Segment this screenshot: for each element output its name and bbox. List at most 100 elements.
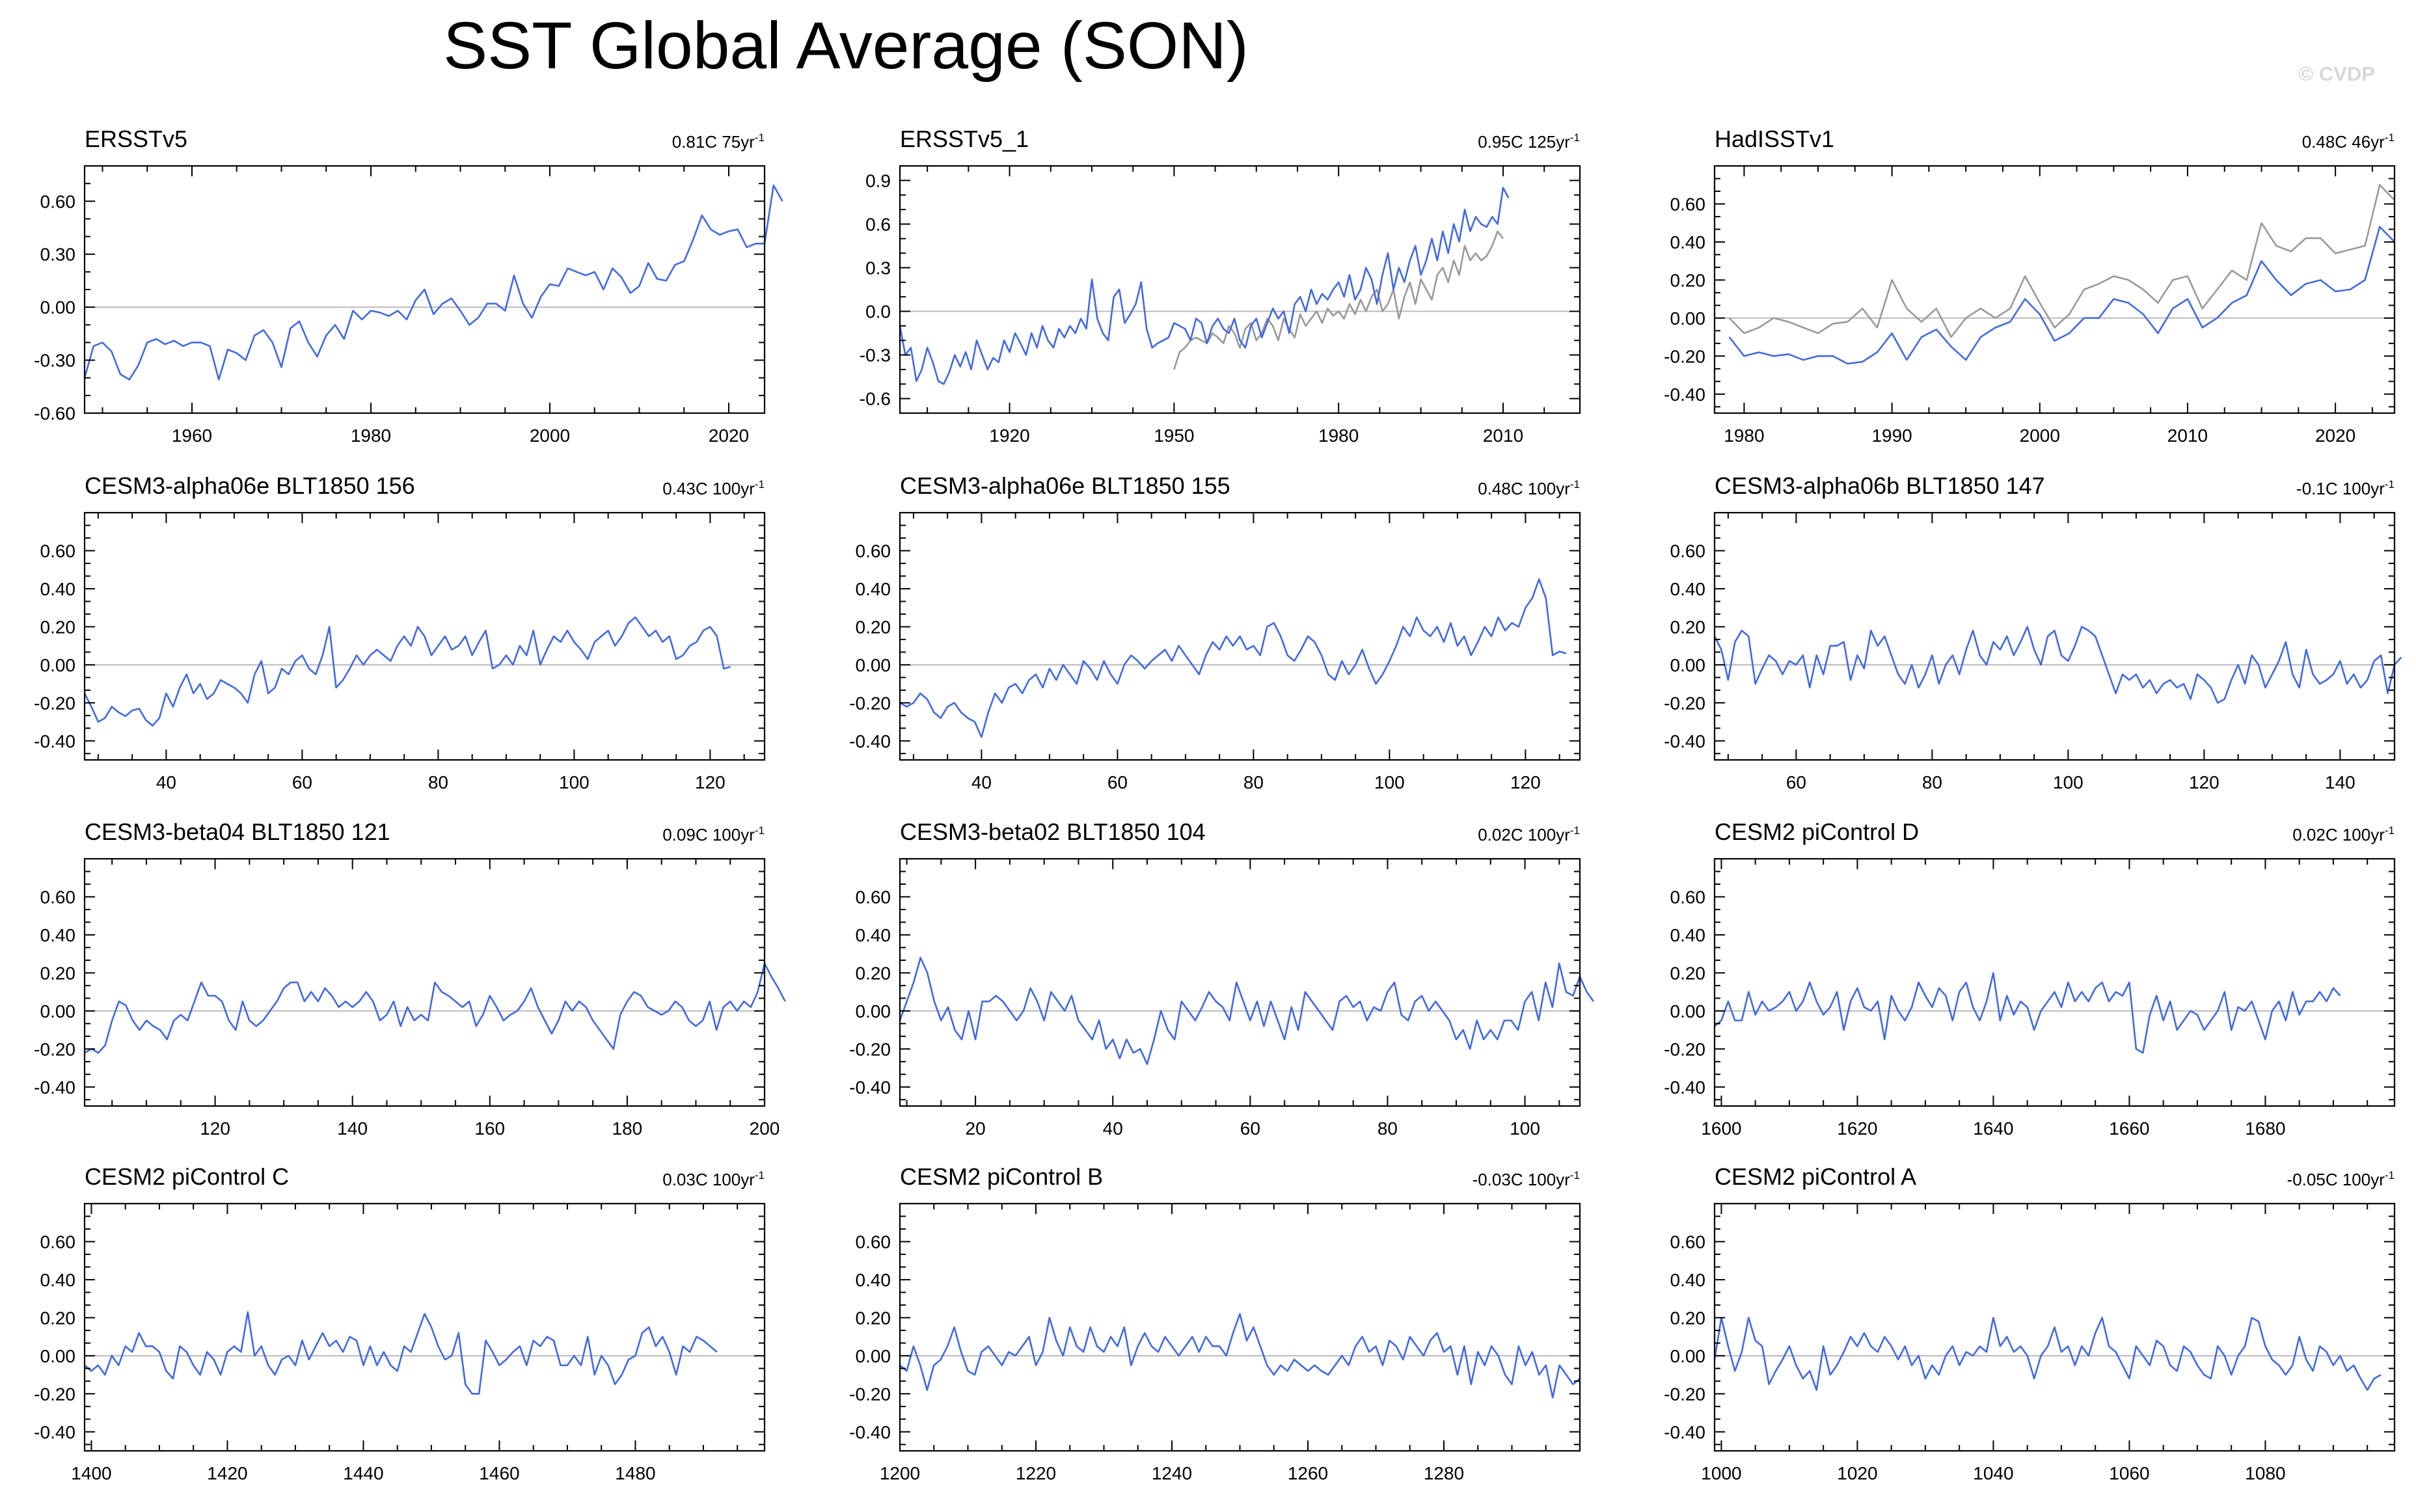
series-line-cesm3-alpha06b-blt1850-147 bbox=[1713, 626, 2402, 704]
ytick-label: 0.60 bbox=[40, 887, 76, 907]
panel-ersstv5: ERSSTv5 0.81C 75yr-1 -0.60 -0.30 0.00 0.30 0.6… bbox=[34, 126, 783, 446]
xtick-label: 1000 bbox=[1701, 1463, 1741, 1483]
ytick-label: -0.40 bbox=[1664, 385, 1705, 405]
trend-value: 0.48C 100yr bbox=[1478, 479, 1570, 498]
xtick-label: 1950 bbox=[1154, 425, 1194, 446]
panel-cesm3-beta04-blt1850-121: CESM3-beta04 BLT1850 121 0.09C 100yr-1 -0.… bbox=[34, 818, 786, 1139]
xtick-label: 1260 bbox=[1288, 1463, 1328, 1483]
trend-exponent: -1 bbox=[1570, 1169, 1580, 1181]
ytick-label: 0.00 bbox=[1670, 655, 1706, 675]
plot-frame bbox=[899, 165, 1581, 414]
panel-title: CESM3-alpha06e BLT1850 155 bbox=[900, 472, 1230, 499]
xtick-label: 120 bbox=[200, 1118, 230, 1139]
ytick-label: 0.00 bbox=[1670, 1001, 1706, 1021]
panel-title: CESM3-alpha06b BLT1850 147 bbox=[1715, 472, 2045, 499]
ytick-label: 0.30 bbox=[40, 245, 76, 265]
ytick-label: 0.60 bbox=[856, 541, 891, 561]
trend-exponent: -1 bbox=[1570, 131, 1580, 144]
ytick-label: -0.40 bbox=[849, 1422, 891, 1442]
panel-title: CESM2 piControl C bbox=[85, 1163, 289, 1190]
ytick-label: 0.20 bbox=[856, 963, 891, 983]
trend-exponent: -1 bbox=[2385, 478, 2395, 491]
ytick-label: 0.00 bbox=[40, 1346, 76, 1366]
xtick-label: 120 bbox=[2189, 772, 2219, 792]
xtick-label: 200 bbox=[750, 1118, 780, 1139]
panel-cesm2-picontrol-d: CESM2 piControl D 0.02C 100yr-1 -0.40 -0.20… bbox=[1664, 818, 2396, 1139]
trend-value: -0.03C 100yr bbox=[1473, 1170, 1571, 1189]
xtick-label: 1020 bbox=[1837, 1463, 1877, 1483]
xtick-label: 1680 bbox=[2245, 1118, 2285, 1139]
trend-exponent: -1 bbox=[755, 1169, 765, 1181]
xtick-label: 1920 bbox=[989, 425, 1029, 446]
ytick-label: 0.60 bbox=[40, 191, 76, 211]
series-line-cesm2-picontrol-b bbox=[899, 1313, 1581, 1399]
ytick-label: 0.9 bbox=[865, 170, 891, 191]
ytick-label: -0.40 bbox=[849, 1077, 891, 1098]
ytick-label: 0.60 bbox=[1670, 887, 1706, 907]
trend-label: 0.48C 100yr-1 bbox=[1478, 478, 1580, 498]
xtick-label: 2000 bbox=[530, 425, 570, 446]
panel-title: CESM2 piControl B bbox=[900, 1163, 1103, 1190]
ytick-label: 0.40 bbox=[856, 1270, 891, 1290]
xtick-label: 80 bbox=[1922, 772, 1942, 792]
ytick-label: -0.40 bbox=[1664, 1077, 1705, 1098]
series-line-cesm2-picontrol-a bbox=[1713, 1317, 2382, 1391]
trend-value: 0.48C 46yr bbox=[2302, 132, 2385, 152]
xtick-label: 1080 bbox=[2245, 1463, 2285, 1483]
ytick-label: 0.60 bbox=[40, 541, 76, 561]
plot-frame bbox=[899, 511, 1581, 761]
xtick-label: 1980 bbox=[1318, 425, 1359, 446]
trend-label: 0.95C 125yr-1 bbox=[1478, 131, 1580, 152]
xtick-label: 120 bbox=[695, 772, 726, 792]
series-line-cesm3-alpha06e-blt1850-155 bbox=[899, 578, 1567, 738]
xtick-label: 40 bbox=[971, 772, 992, 792]
xtick-label: 60 bbox=[292, 772, 312, 792]
xtick-label: 1420 bbox=[207, 1463, 247, 1483]
panel-cesm3-alpha06b-blt1850-147: CESM3-alpha06b BLT1850 147 -0.1C 100yr-1-… bbox=[1664, 472, 2402, 792]
ytick-label: 0.0 bbox=[865, 302, 891, 322]
series-line-ersstv5-1 bbox=[899, 187, 1510, 385]
xtick-label: 2010 bbox=[2167, 425, 2208, 446]
xtick-label: 1040 bbox=[1973, 1463, 2013, 1483]
xtick-label: 100 bbox=[1510, 1118, 1540, 1139]
trend-exponent: -1 bbox=[2385, 131, 2395, 144]
panel-title: CESM3-beta02 BLT1850 104 bbox=[900, 818, 1206, 845]
ytick-label: 0.20 bbox=[40, 617, 76, 637]
xtick-label: 1980 bbox=[351, 425, 391, 446]
ytick-label: 0.00 bbox=[40, 655, 76, 675]
ytick-label: 0.00 bbox=[1670, 308, 1706, 329]
xtick-label: 100 bbox=[559, 772, 590, 792]
ytick-label: 0.40 bbox=[856, 925, 891, 945]
ytick-label: 0.20 bbox=[40, 1308, 76, 1328]
xtick-label: 20 bbox=[966, 1118, 986, 1139]
ytick-label: 0.60 bbox=[1670, 194, 1706, 214]
ytick-label: 0.00 bbox=[40, 297, 76, 317]
ytick-label: 0.00 bbox=[856, 655, 891, 675]
ytick-label: 0.40 bbox=[40, 1270, 76, 1290]
ytick-label: 0.60 bbox=[1670, 1232, 1706, 1252]
ytick-label: -0.20 bbox=[849, 1384, 891, 1404]
xtick-label: 40 bbox=[156, 772, 176, 792]
ytick-label: -0.20 bbox=[34, 1039, 75, 1059]
ytick-label: -0.20 bbox=[34, 693, 75, 713]
panel-cesm2-picontrol-b: CESM2 piControl B -0.03C 100yr-1 -0.40 -0.2… bbox=[849, 1163, 1581, 1483]
xtick-label: 1600 bbox=[1701, 1118, 1741, 1139]
ytick-label: -0.40 bbox=[1664, 1422, 1705, 1442]
xtick-label: 1640 bbox=[1973, 1118, 2013, 1139]
xtick-label: 1200 bbox=[880, 1463, 920, 1483]
trend-value: 0.02C 100yr bbox=[2292, 825, 2385, 844]
trend-exponent: -1 bbox=[1570, 478, 1580, 491]
xtick-label: 100 bbox=[1374, 772, 1405, 792]
xtick-label: 180 bbox=[612, 1118, 643, 1139]
ytick-label: 0.20 bbox=[1670, 1308, 1706, 1328]
xtick-label: 1400 bbox=[71, 1463, 111, 1483]
xtick-label: 2000 bbox=[2020, 425, 2060, 446]
ytick-label: -0.20 bbox=[1664, 693, 1705, 713]
trend-value: -0.05C 100yr bbox=[2287, 1170, 2385, 1189]
trend-label: -0.05C 100yr-1 bbox=[2287, 1169, 2395, 1189]
xtick-label: 1660 bbox=[2109, 1118, 2149, 1139]
xtick-label: 60 bbox=[1786, 772, 1806, 792]
plot-frame bbox=[1713, 165, 2396, 414]
ytick-label: 0.20 bbox=[1670, 963, 1706, 983]
